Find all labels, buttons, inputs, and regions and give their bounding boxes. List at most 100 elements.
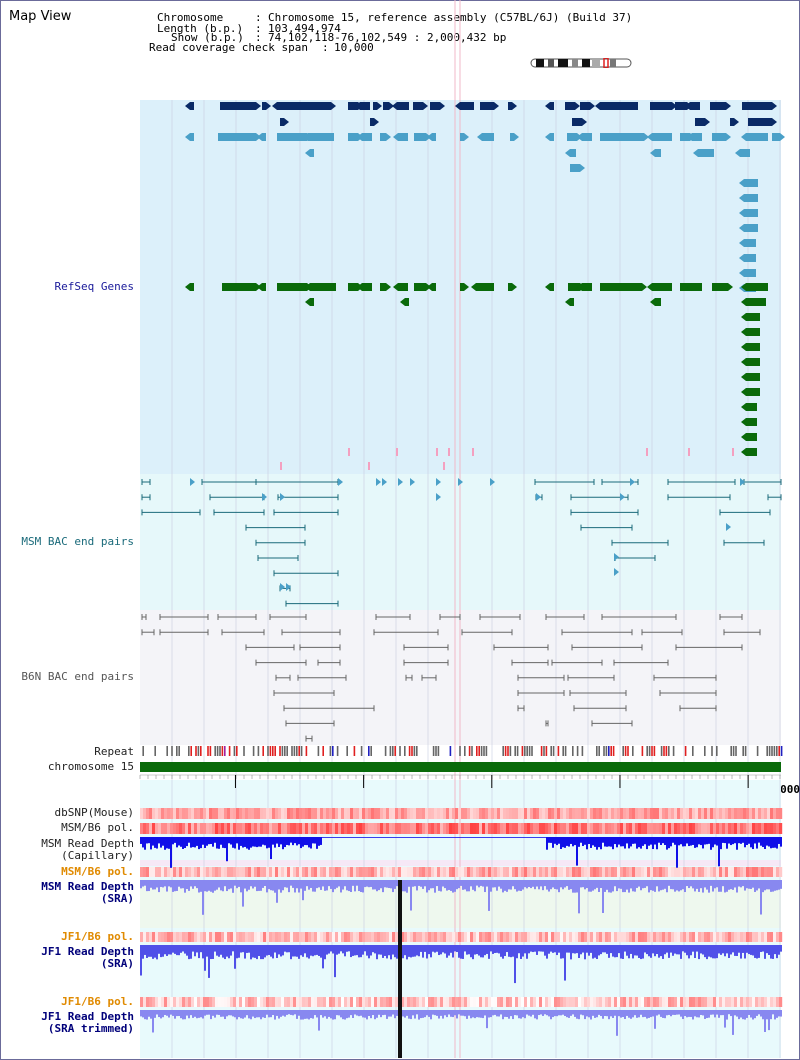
b6n-bac-label[interactable]: B6N BAC end pairs	[21, 670, 134, 683]
refseq-genes-label[interactable]: RefSeq Genes	[54, 280, 134, 293]
depth-bar	[588, 880, 590, 892]
gene-arrow	[582, 118, 587, 126]
depth-bar	[452, 1010, 454, 1018]
pol-cell	[527, 823, 531, 834]
gene-arrow	[728, 283, 733, 291]
depth-bar	[154, 880, 156, 890]
pol-cell	[491, 932, 495, 942]
depth-bar	[772, 837, 774, 848]
pol-cell	[584, 867, 588, 877]
depth-bar	[270, 880, 272, 891]
pol-cell	[407, 997, 411, 1007]
pol-cell	[575, 823, 579, 834]
pol-cell	[353, 808, 357, 819]
pol-cell	[776, 808, 780, 819]
pol-cell	[428, 932, 432, 942]
depth-bar	[648, 945, 650, 957]
depth-bar	[238, 945, 240, 958]
msm-bac-label[interactable]: MSM BAC end pairs	[21, 535, 134, 548]
pol-cell	[497, 823, 501, 834]
gene-arrow	[355, 102, 360, 110]
depth-bar	[282, 837, 284, 850]
gene-block	[222, 283, 256, 291]
pol-cell	[161, 867, 165, 877]
pol-cell	[416, 997, 420, 1007]
pol-cell	[539, 997, 543, 1007]
pol-cell	[767, 808, 771, 819]
repeat-bar	[756, 746, 759, 756]
pol-cell	[548, 808, 552, 819]
depth-bar	[360, 945, 362, 958]
depth-bar	[574, 880, 576, 893]
pol-cell	[317, 867, 321, 877]
pol-cell	[587, 808, 591, 819]
depth-bar	[778, 945, 780, 955]
pol-cell	[170, 823, 174, 834]
pol-cell	[650, 867, 654, 877]
gene-arrow	[303, 133, 308, 141]
pol-cell	[539, 823, 543, 834]
pol-cell	[344, 997, 348, 1007]
depth-bar	[618, 945, 620, 954]
repeat-bar	[353, 746, 356, 756]
depth-bar	[442, 1010, 444, 1019]
depth-bar	[766, 1010, 768, 1020]
pol-cell	[155, 808, 159, 819]
pol-cell	[209, 932, 213, 942]
depth-bar	[426, 945, 428, 959]
depth-bar	[676, 945, 678, 955]
pol-cell	[467, 932, 471, 942]
pol-cell	[716, 808, 720, 819]
depth-bar	[724, 837, 726, 844]
depth-bar	[528, 837, 530, 838]
pol-cell	[260, 823, 264, 834]
depth-bar	[452, 945, 454, 958]
depth-bar	[484, 880, 486, 893]
pol-cell	[266, 867, 270, 877]
depth-bar	[654, 880, 656, 892]
pol-cell	[314, 932, 318, 942]
pol-cell	[731, 823, 735, 834]
pol-cell	[617, 867, 621, 877]
chromosome-ideogram[interactable]	[530, 53, 633, 69]
pol-cell	[353, 997, 357, 1007]
pol-cell	[473, 867, 477, 877]
pol-cell	[206, 867, 210, 877]
pol-cell	[401, 997, 405, 1007]
depth-bar	[758, 837, 760, 843]
pol-cell	[293, 808, 297, 819]
pol-cell	[359, 867, 363, 877]
depth-bar	[692, 945, 694, 952]
pol-cell	[629, 823, 633, 834]
repeat-bar	[646, 746, 648, 756]
depth-bar	[612, 945, 614, 957]
pol-cell	[311, 823, 315, 834]
pol-cell	[278, 932, 282, 942]
pol-cell	[737, 823, 741, 834]
pol-cell	[305, 997, 309, 1007]
depth-bar	[744, 837, 746, 848]
depth-bar	[622, 880, 624, 893]
depth-bar	[448, 945, 450, 956]
pol-cell	[470, 808, 474, 819]
pol-cell	[302, 808, 306, 819]
depth-bar	[518, 880, 520, 891]
pol-cell	[419, 867, 423, 877]
depth-bar	[228, 837, 230, 844]
repeat-bar	[404, 746, 406, 756]
pol-cell	[224, 997, 228, 1007]
repeat-marker	[732, 448, 734, 456]
depth-bar	[752, 945, 754, 956]
gene-arrow	[739, 209, 744, 217]
pol-cell	[581, 808, 585, 819]
pol-cell	[584, 997, 588, 1007]
pol-cell	[173, 997, 177, 1007]
pol-cell	[518, 867, 522, 877]
depth-bar	[290, 1010, 292, 1015]
depth-bar	[226, 945, 228, 957]
pol-cell	[671, 997, 675, 1007]
depth-bar	[410, 1010, 412, 1020]
depth-bar	[634, 880, 636, 892]
depth-bar	[168, 945, 170, 955]
